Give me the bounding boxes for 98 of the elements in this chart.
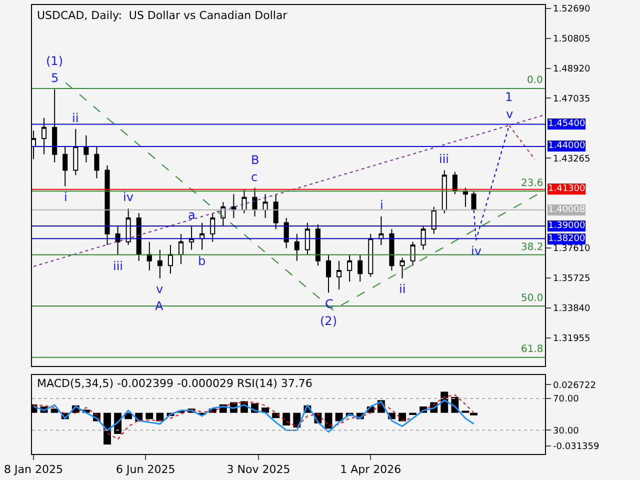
candlestick (462, 187, 468, 208)
bar (146, 412, 154, 420)
candlestick (315, 224, 320, 266)
candlestick (157, 249, 162, 279)
annotation: 50.0 (521, 293, 544, 304)
candlestick (262, 194, 268, 218)
bar (156, 412, 164, 422)
candlestick (410, 241, 416, 266)
annotation: 38.2 (521, 242, 544, 253)
y-tick-label: 1.48920 (553, 64, 591, 74)
annotation: B (251, 153, 260, 167)
y-tick-label: 0.026722 (553, 380, 596, 391)
annotation: 61.8 (521, 344, 544, 355)
candlestick (378, 216, 384, 246)
candlestick (73, 128, 78, 176)
candlestick (273, 194, 278, 230)
y-tick-label: 1.35725 (553, 274, 590, 284)
candlestick (126, 208, 131, 246)
annotation: 23.6 (521, 178, 544, 189)
line-series (32, 399, 474, 433)
candlestick (431, 206, 436, 234)
candlestick (94, 146, 100, 179)
candlestick (336, 260, 342, 290)
candlestick (368, 233, 374, 278)
y-tick-label: 1.47035 (553, 94, 590, 104)
ref-line-label: 1.39000 (548, 221, 586, 231)
ref-line-label: 1.40008 (548, 205, 586, 215)
y-tick-label: 1.37610 (553, 244, 591, 254)
annotation: 5 (51, 71, 59, 85)
ref-line-label: 1.38200 (548, 234, 586, 244)
candlestick (242, 188, 247, 214)
annotation: (2) (320, 314, 337, 328)
x-tick-label: 1 Apr 2026 (340, 463, 402, 476)
candlestick (400, 257, 405, 279)
annotation: v (506, 107, 514, 121)
ref-line-label: 1.41300 (548, 184, 586, 194)
annotation: ii (72, 111, 79, 125)
chart-title: USDCAD, Daily: US Dollar vs Canadian Dollar (37, 9, 288, 22)
annotation: i (380, 198, 384, 212)
candlestick (210, 212, 216, 242)
y-tick-label: -0.031359 (553, 442, 600, 452)
candlestick (189, 225, 194, 250)
candlestick (326, 254, 332, 294)
y2-tick-label: 70.00 (553, 394, 580, 405)
annotation: iii (113, 259, 124, 273)
annotation: v (156, 282, 164, 296)
candlestick (471, 190, 476, 210)
annotation: a (188, 208, 196, 222)
candlestick (304, 222, 310, 256)
candlestick (42, 117, 47, 155)
candlestick (52, 88, 58, 163)
annotation: c (251, 170, 258, 184)
candlestick (146, 241, 152, 271)
annotation: iii (439, 152, 450, 166)
x-tick-label: 6 Jun 2025 (116, 463, 176, 476)
y-tick-label: 1.52690 (553, 4, 591, 14)
candlestick (136, 212, 142, 262)
bar (470, 412, 478, 416)
annotation: (1) (46, 54, 63, 68)
y-tick-label: 1.43265 (553, 154, 590, 164)
bar (50, 408, 58, 413)
candlestick (294, 233, 300, 262)
y-tick-label: 1.50805 (553, 34, 590, 44)
candlestick (200, 222, 205, 250)
line-series (33, 394, 474, 440)
candlestick (84, 134, 89, 163)
candlestick (389, 228, 394, 271)
bar (104, 412, 111, 444)
annotation: 0.0 (527, 75, 543, 86)
candlestick (284, 217, 289, 249)
annotation: 1 (505, 90, 513, 104)
annotation: iv (471, 244, 482, 258)
bar (335, 412, 343, 422)
candlestick (358, 254, 363, 282)
x-tick-label: 3 Nov 2025 (226, 463, 290, 476)
candlestick (420, 225, 426, 250)
bar (282, 412, 290, 426)
candlestick (168, 244, 173, 274)
y-tick-label: 1.33840 (553, 304, 591, 314)
candlestick (178, 233, 184, 265)
candlestick (252, 187, 258, 217)
candlestick (115, 225, 120, 256)
candlestick (62, 146, 68, 187)
chart-title: MACD(5,34,5) -0.002399 -0.000029 RSI(14) 37.76 (37, 377, 312, 390)
candlestick (442, 170, 447, 214)
y-tick-label: 1.31955 (553, 334, 590, 344)
bar (398, 412, 406, 422)
annotation: iv (123, 190, 134, 204)
candlestick (104, 165, 110, 246)
y2-tick-label: 30.00 (553, 426, 580, 436)
ref-line-label: 1.44000 (548, 141, 586, 151)
ref-line-label: 1.45400 (548, 119, 586, 129)
candlestick (347, 254, 352, 282)
annotation: b (198, 254, 206, 268)
annotation: i (64, 190, 68, 204)
candlestick (231, 194, 236, 218)
x-tick-label: 8 Jan 2025 (4, 463, 63, 476)
annotation: ii (399, 282, 406, 296)
